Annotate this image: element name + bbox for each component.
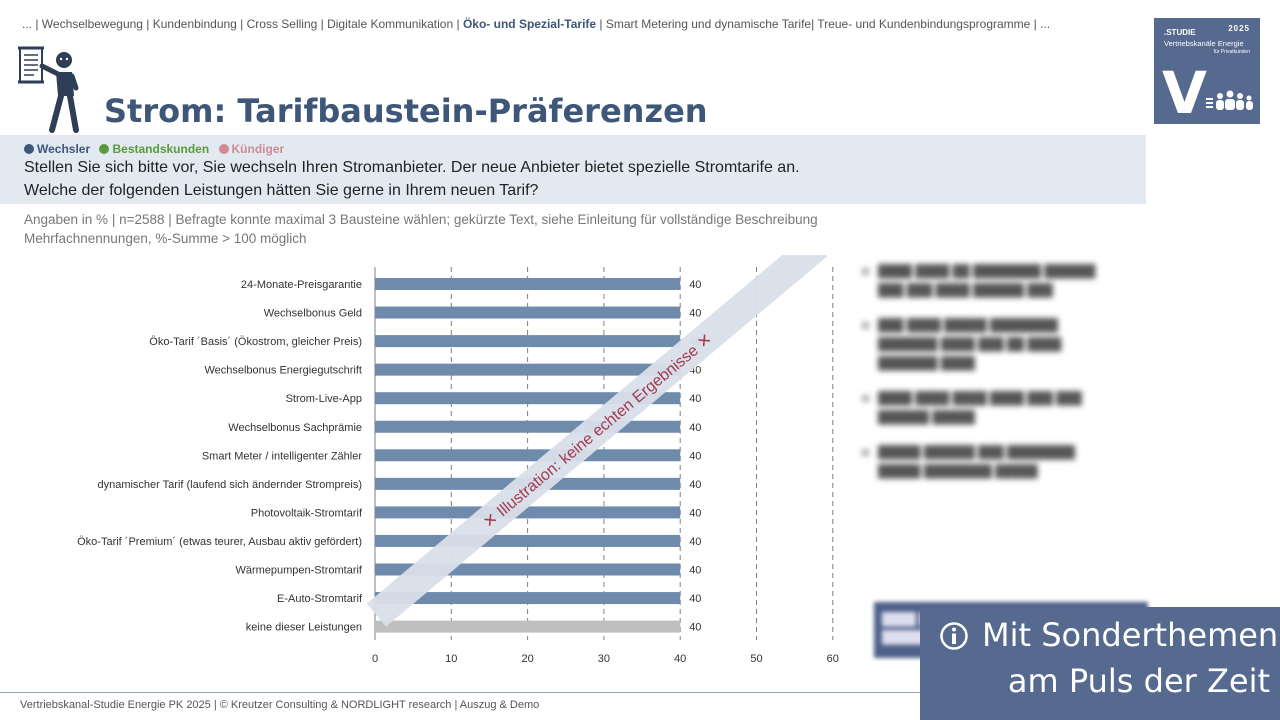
x-tick-label: 50	[750, 653, 762, 665]
bar	[375, 392, 681, 405]
footer-text: Vertriebskanal-Studie Energie PK 2025 | …	[20, 699, 540, 711]
breadcrumb: ... | Wechselbewegung | Kundenbindung | …	[22, 17, 1050, 31]
logo-subtitle2: für Privatkunden	[1213, 49, 1250, 55]
question-band	[0, 135, 1146, 204]
category-label: Wechselbonus Geld	[264, 308, 362, 320]
x-tick-label: 10	[445, 653, 457, 665]
x-tick-label: 40	[674, 653, 686, 665]
breadcrumb-active[interactable]: Öko- und Spezial-Tarife	[462, 17, 597, 31]
question-line-2: Welche der folgenden Leistungen hätten S…	[24, 182, 539, 199]
bar	[375, 335, 681, 348]
bar	[375, 278, 681, 290]
logo-letter: V	[1162, 59, 1207, 127]
category-label: Photovoltaik-Stromtarif	[251, 507, 363, 519]
legend-dot-icon	[24, 144, 34, 154]
x-tick-label: 20	[521, 653, 533, 665]
value-label: 40	[689, 422, 701, 434]
blurred-findings-panel: ████ ████ ██ ████████ ██████ ███ ███ ███…	[862, 262, 1112, 582]
legend-item-bestandskunden[interactable]: Bestandskunden	[99, 142, 209, 156]
x-tick-label: 0	[372, 653, 378, 665]
value-label: 40	[689, 565, 701, 577]
value-label: 40	[689, 507, 701, 519]
person-with-document-icon	[18, 46, 79, 133]
value-label: 40	[689, 450, 701, 462]
banner-line-1: Mit Sonderthemen	[982, 616, 1279, 654]
category-label: E-Auto-Stromtarif	[277, 593, 363, 605]
banner-line-2: am Puls der Zeit	[1007, 662, 1270, 700]
legend-label-wechsler: Wechsler	[37, 142, 91, 156]
value-label: 40	[689, 622, 701, 634]
category-label: Wechselbonus Energiegutschrift	[204, 365, 362, 377]
bar	[375, 306, 681, 319]
logo-studie: .STUDIE	[1164, 28, 1196, 37]
x-tick-label: 60	[827, 653, 839, 665]
x-tick-label: 30	[598, 653, 610, 665]
people-icon	[1206, 90, 1253, 110]
bar	[375, 620, 681, 633]
category-label: Strom-Live-App	[286, 393, 362, 405]
bar	[375, 420, 681, 433]
bar	[375, 534, 681, 547]
bar	[375, 592, 681, 605]
legend-label-kuendiger: Kündiger	[231, 142, 285, 156]
category-label: Wärmepumpen-Stromtarif	[235, 565, 362, 577]
value-label: 40	[689, 593, 701, 605]
bar	[375, 449, 681, 462]
respondent-legend: Wechsler Bestandskunden Kündiger	[24, 142, 290, 156]
note-line-2: Mehrfachnennungen, %-Summe > 100 möglich	[24, 231, 307, 246]
value-label: 40	[689, 479, 701, 491]
study-logo: .STUDIE 2025 Vertriebskanäle Energie für…	[1154, 18, 1260, 124]
page-title: Strom: Tarifbaustein-Präferenzen	[104, 92, 708, 130]
category-label: Öko-Tarif ´Premium´ (etwas teurer, Ausba…	[77, 536, 362, 548]
legend-label-bestandskunden: Bestandskunden	[112, 142, 210, 156]
bar	[375, 506, 681, 519]
value-label: 40	[689, 393, 701, 405]
value-label: 40	[689, 536, 701, 548]
category-label: keine dieser Leistungen	[246, 622, 362, 634]
category-label: Wechselbonus Sachprämie	[228, 422, 362, 434]
legend-item-wechsler[interactable]: Wechsler	[24, 142, 90, 156]
category-label: Smart Meter / intelligenter Zähler	[202, 450, 363, 462]
bar	[375, 363, 681, 376]
legend-dot-icon	[218, 144, 229, 154]
breadcrumb-before: ... | Wechselbewegung | Kundenbindung | …	[22, 17, 463, 31]
info-icon	[940, 622, 968, 650]
logo-year: 2025	[1228, 24, 1250, 33]
legend-dot-icon	[99, 144, 110, 154]
legend-item-kuendiger[interactable]: Kündiger	[218, 142, 285, 156]
logo-subtitle: Vertriebskanäle Energie	[1164, 39, 1244, 48]
special-topics-banner[interactable]: Mit Sonderthemen am Puls der Zeit	[920, 607, 1280, 720]
survey-question: Stellen Sie sich bitte vor, Sie wechseln…	[24, 156, 800, 202]
breadcrumb-after: | Smart Metering und dynamische Tarife| …	[596, 17, 1051, 31]
value-label: 40	[689, 308, 701, 320]
category-label: 24-Monate-Preisgarantie	[241, 279, 362, 291]
footer-divider	[0, 692, 920, 693]
question-line-1: Stellen Sie sich bitte vor, Sie wechseln…	[24, 159, 800, 176]
category-label: dynamischer Tarif (laufend sich ändernde…	[97, 479, 362, 491]
bar-chart: 24-Monate-Preisgarantie 40 Wechselbonus Ge…	[77, 255, 839, 665]
watermark-band	[366, 255, 828, 627]
methodology-note: Angaben in % | n=2588 | Befragte konnte …	[24, 210, 818, 248]
note-line-1: Angaben in % | n=2588 | Befragte konnte …	[24, 212, 818, 227]
category-label: Öko-Tarif ´Basis´ (Ökostrom, gleicher Pr…	[149, 336, 362, 348]
value-label: 40	[689, 279, 701, 291]
